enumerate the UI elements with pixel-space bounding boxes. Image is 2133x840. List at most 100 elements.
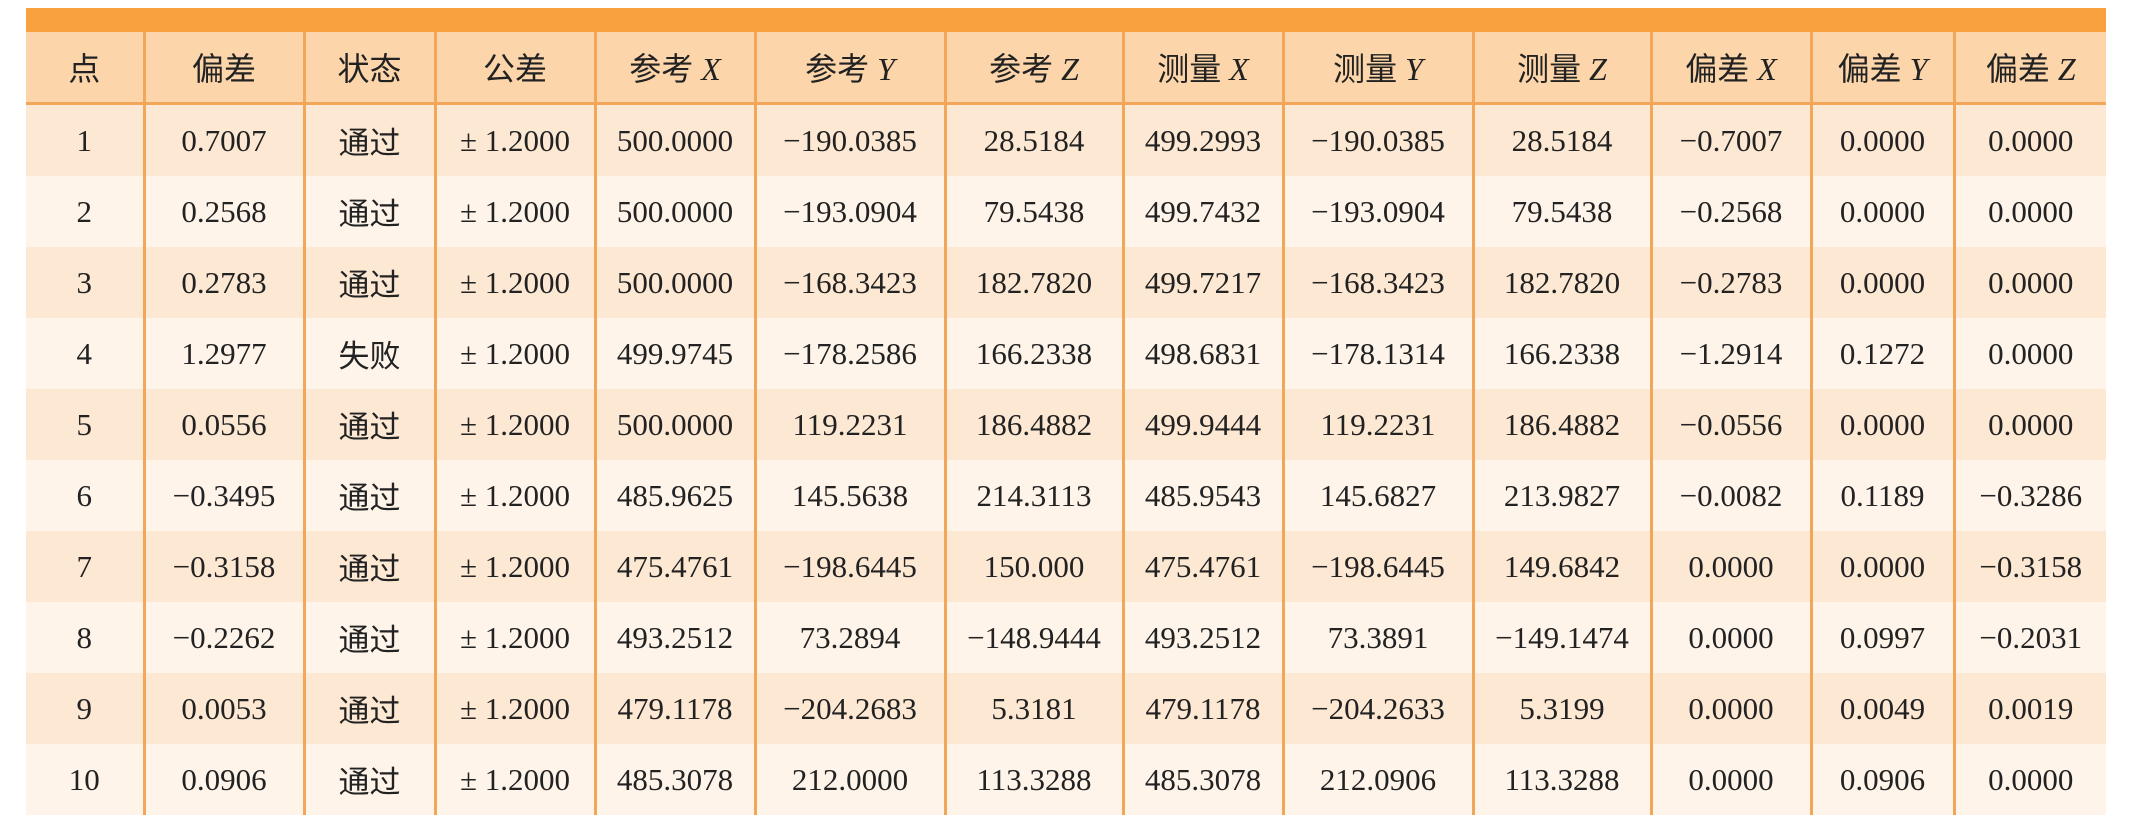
column-header: 偏差 [142,32,306,105]
table-cell: 0.0000 [1809,247,1956,318]
table-cell: 8 [26,602,146,673]
table-cell: 0.0000 [1809,531,1956,602]
table-cell: −148.9444 [943,602,1125,673]
table-row: 9 0.0053 通过 ± 1.2000 479.1178 −204.2683 5.3181… [26,673,2106,744]
table-cell: −198.6445 [1281,531,1475,602]
table-cell: 0.0000 [1809,389,1956,460]
table-cell: −0.3495 [142,460,306,531]
table-cell: ± 1.2000 [433,247,597,318]
table-cell: 145.6827 [1281,460,1475,531]
table-cell: 479.1178 [1121,673,1285,744]
table-cell: 475.4761 [593,531,757,602]
table-cell: 0.0000 [1952,103,2106,176]
column-header: 测量 Y [1281,32,1475,105]
table-cell: −198.6445 [753,531,947,602]
column-header-axis: Y [1909,51,1928,87]
column-header: 测量 Z [1471,32,1653,105]
table-cell: 113.3288 [943,744,1125,815]
table-cell: 0.0000 [1649,531,1813,602]
column-header-axis: X [1229,51,1249,87]
table-cell: 0.2783 [142,247,306,318]
column-header-axis: Z [2057,51,2076,87]
table-cell: 通过 [302,247,437,318]
table-cell: 0.0000 [1952,389,2106,460]
table-cell: 0.0556 [142,389,306,460]
table-cell: −193.0904 [1281,176,1475,247]
table-cell: ± 1.2000 [433,744,597,815]
table-cell: 0.0000 [1952,744,2106,815]
table-cell: 5 [26,389,146,460]
column-header-label: 公差 [482,51,547,87]
column-header: 公差 [433,32,597,105]
table-cell: −178.1314 [1281,318,1475,389]
table-cell: −204.2633 [1281,673,1475,744]
table-cell: 5.3181 [943,673,1125,744]
table-row: 8 −0.2262 通过 ± 1.2000 493.2512 73.2894 −148.94… [26,602,2106,673]
table-cell: −0.2262 [142,602,306,673]
table-cell: 166.2338 [1471,318,1653,389]
table-cell: −190.0385 [753,103,947,176]
table-cell: 5.3199 [1471,673,1653,744]
table-cell: −149.1474 [1471,602,1653,673]
table-cell: 212.0906 [1281,744,1475,815]
column-header-axis: Y [1405,51,1423,87]
table-cell: 186.4882 [943,389,1125,460]
table-cell: 485.9543 [1121,460,1285,531]
table-cell: −193.0904 [753,176,947,247]
column-header-label: 参考 [805,51,878,87]
table-cell: −204.2683 [753,673,947,744]
table-cell: 500.0000 [593,389,757,460]
table-cell: −178.2586 [753,318,947,389]
table-row: 6 −0.3495 通过 ± 1.2000 485.9625 145.5638 214.31… [26,460,2106,531]
table-cell: −0.3286 [1952,460,2106,531]
table-cell: 485.3078 [1121,744,1285,815]
table-cell: 485.3078 [593,744,757,815]
table-cell: 485.9625 [593,460,757,531]
table-cell: 0.0906 [142,744,306,815]
column-header-axis: Z [1589,51,1607,87]
table-row: 4 1.2977 失败 ± 1.2000 499.9745 −178.2586 166.23… [26,318,2106,389]
table-cell: ± 1.2000 [433,602,597,673]
table-body: 1 0.7007 通过 ± 1.2000 500.0000 −190.0385 28.518… [26,103,2106,815]
table-cell: 73.2894 [753,602,947,673]
column-header-label: 测量 [1157,51,1230,87]
table-cell: 150.000 [943,531,1125,602]
column-header-label: 状态 [337,51,402,87]
column-header-label: 测量 [1333,51,1406,87]
table-cell: 182.7820 [1471,247,1653,318]
table-cell: 0.0997 [1809,602,1956,673]
table-cell: 499.7432 [1121,176,1285,247]
table-cell: −0.3158 [1952,531,2106,602]
table-cell: 0.0019 [1952,673,2106,744]
table-cell: 499.9745 [593,318,757,389]
table-cell: 0.0000 [1649,673,1813,744]
table-cell: 1 [26,103,146,176]
table-cell: 通过 [302,103,437,176]
column-header-label: 测量 [1517,51,1590,87]
column-header-axis: Z [1061,51,1079,87]
table-cell: 0.0000 [1649,602,1813,673]
column-header: 偏差 Y [1809,32,1956,105]
table-cell: 0.1189 [1809,460,1956,531]
table-cell: 9 [26,673,146,744]
column-header-axis: X [1757,51,1777,87]
column-header-axis: Y [877,51,895,87]
table-cell: 119.2231 [1281,389,1475,460]
table-cell: −168.3423 [753,247,947,318]
table-cell: 0.0000 [1649,744,1813,815]
table-cell: 145.5638 [753,460,947,531]
column-header-label: 偏差 [1985,51,2058,87]
column-header: 偏差 X [1649,32,1813,105]
table-cell: 149.6842 [1471,531,1653,602]
column-header-axis: X [701,51,721,87]
table-cell: 0.0000 [1809,103,1956,176]
table-cell: 通过 [302,744,437,815]
table-cell: 0.0049 [1809,673,1956,744]
table-cell: 214.3113 [943,460,1125,531]
table-cell: 0.0000 [1952,247,2106,318]
table-cell: ± 1.2000 [433,531,597,602]
column-header: 参考 X [593,32,757,105]
table-cell: −0.0082 [1649,460,1813,531]
